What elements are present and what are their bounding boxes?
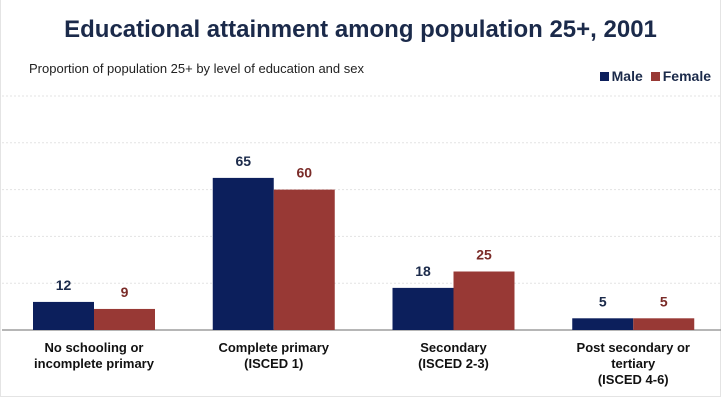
x-tick-label-line: No schooling or — [44, 340, 144, 355]
chart-subtitle: Proportion of population 25+ by level of… — [29, 61, 364, 76]
bar-female-2 — [453, 271, 515, 330]
data-label-female-3: 5 — [660, 293, 668, 309]
legend-label-female: Female — [662, 68, 711, 84]
data-label-female-2: 25 — [476, 247, 492, 263]
x-tick-label-line: Post secondary or — [576, 340, 690, 355]
x-tick-label-line: (ISCED 1) — [244, 356, 304, 371]
bar-female-3 — [633, 318, 695, 330]
data-label-male-0: 12 — [56, 277, 72, 293]
x-tick-label-3: Post secondary or tertiary (ISCED 4-6) — [553, 340, 713, 388]
x-tick-label-line: tertiary — [611, 356, 656, 371]
legend-item-female: Female — [650, 68, 711, 84]
x-tick-label-line: Complete primary — [218, 340, 330, 355]
chart-title: Educational attainment among population … — [64, 16, 657, 43]
x-tick-label-1: Complete primary (ISCED 1) — [194, 340, 354, 372]
legend-swatch-male — [599, 71, 609, 81]
data-label-female-0: 9 — [121, 284, 129, 300]
data-label-male-2: 18 — [415, 263, 431, 279]
x-axis-labels: No schooling or incomplete primary Complet… — [0, 340, 721, 398]
x-tick-label-line: incomplete primary — [34, 356, 154, 371]
chart-legend: Male Female — [592, 68, 711, 84]
legend-item-male: Male — [599, 68, 643, 84]
x-tick-label-line: (ISCED 4-6) — [597, 372, 669, 387]
x-tick-label-0: No schooling or incomplete primary — [14, 340, 174, 372]
data-label-male-1: 65 — [235, 153, 251, 169]
legend-label-male: Male — [611, 68, 643, 84]
x-tick-label-line: Secondary — [420, 340, 487, 355]
bar-male-3 — [572, 318, 634, 330]
bar-male-2 — [392, 287, 454, 330]
bar-male-0 — [33, 301, 94, 330]
data-label-male-3: 5 — [599, 293, 607, 309]
x-tick-label-2: Secondary (ISCED 2-3) — [374, 340, 534, 372]
bar-male-1 — [212, 177, 274, 330]
bar-female-1 — [273, 189, 335, 330]
data-label-female-1: 60 — [296, 165, 312, 181]
legend-swatch-female — [650, 71, 660, 81]
x-tick-label-line: (ISCED 2-3) — [418, 356, 489, 371]
bar-female-0 — [94, 308, 155, 330]
